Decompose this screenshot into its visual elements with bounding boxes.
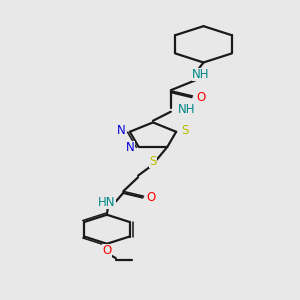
- Text: O: O: [147, 191, 156, 204]
- Text: N: N: [117, 124, 126, 137]
- Text: O: O: [102, 244, 112, 257]
- Text: S: S: [181, 124, 188, 137]
- Text: N: N: [126, 141, 135, 154]
- Text: NH: NH: [192, 68, 209, 81]
- Text: HN: HN: [98, 196, 116, 209]
- Text: O: O: [196, 91, 205, 104]
- Text: S: S: [149, 155, 157, 168]
- Text: NH: NH: [178, 103, 195, 116]
